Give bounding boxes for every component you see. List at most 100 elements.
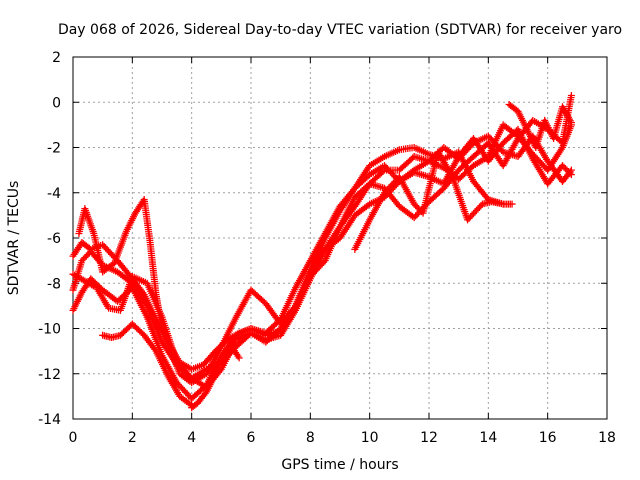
data-point <box>102 271 104 273</box>
y-tick-labels: -14 -12 -10 -8 -6 -4 -2 0 2 <box>38 50 61 428</box>
data-point <box>146 316 148 318</box>
data-point <box>220 368 222 370</box>
x-tick-labels: 0 2 4 6 8 10 12 14 16 18 <box>69 430 616 446</box>
data-point <box>324 248 326 250</box>
data-point <box>517 110 519 112</box>
data-point <box>502 203 504 205</box>
data-point <box>81 291 83 293</box>
data-point <box>443 183 445 185</box>
data-point <box>205 391 208 393</box>
data-point <box>214 373 216 375</box>
data-point <box>508 103 510 106</box>
data-point <box>232 348 234 350</box>
data-point <box>413 203 415 205</box>
data-point <box>131 287 133 289</box>
x-axis-label: GPS time / hours <box>281 457 398 473</box>
data-point <box>93 232 95 235</box>
series-track-9 <box>505 101 575 151</box>
data-point <box>472 180 475 183</box>
data-point <box>354 187 356 189</box>
data-point <box>149 241 151 244</box>
data-point <box>176 382 178 384</box>
data-point <box>324 260 326 262</box>
y-tick-label: -8 <box>47 276 61 292</box>
data-point <box>561 146 564 149</box>
data-point <box>413 146 415 149</box>
series-track-7 <box>188 345 243 412</box>
data-point <box>81 260 83 262</box>
data-point <box>487 142 489 144</box>
data-point <box>116 271 119 273</box>
data-point <box>502 124 504 126</box>
data-point <box>452 176 454 178</box>
data-point <box>78 232 80 235</box>
data-point <box>511 203 513 205</box>
x-tick-label: 12 <box>420 430 438 446</box>
data-point <box>84 207 86 210</box>
series-track-5 <box>75 91 575 387</box>
data-point <box>570 174 573 176</box>
data-point <box>561 165 564 167</box>
plot-frame <box>72 56 608 420</box>
data-point <box>309 260 311 262</box>
data-point <box>161 327 163 330</box>
data-point <box>294 305 297 307</box>
data-point <box>119 334 122 336</box>
data-point <box>383 169 386 171</box>
data-point <box>134 212 136 214</box>
data-point <box>250 289 252 291</box>
data-point <box>481 203 483 205</box>
data-point <box>131 275 133 278</box>
data-point <box>110 336 113 339</box>
data-point <box>487 160 489 162</box>
data-point <box>544 119 546 121</box>
x-tick-label: 6 <box>247 430 256 446</box>
data-point <box>72 289 74 291</box>
x-tick-label: 0 <box>69 430 78 446</box>
data-point <box>354 205 356 207</box>
data-point <box>108 307 110 309</box>
data-point <box>339 205 341 207</box>
data-point <box>517 155 519 158</box>
y-axis-label: SDTVAR / TECUs <box>6 181 22 296</box>
data-point <box>125 230 127 232</box>
data-point <box>487 135 489 137</box>
data-point <box>179 395 181 397</box>
data-point <box>428 153 430 155</box>
data-point <box>383 192 386 194</box>
data-point <box>280 327 282 330</box>
data-point <box>235 316 237 318</box>
data-point <box>116 300 119 302</box>
data-point <box>102 334 104 336</box>
data-point <box>197 402 199 404</box>
data-point <box>161 341 163 343</box>
data-point <box>466 219 469 221</box>
y-tick-label: -4 <box>47 186 61 202</box>
y-tick-label: -12 <box>38 367 61 383</box>
y-tick-label: -14 <box>38 412 61 428</box>
data-point <box>72 255 74 257</box>
data-point <box>339 226 341 228</box>
data-point <box>143 334 145 336</box>
data-point <box>383 165 386 167</box>
data-point <box>369 183 371 185</box>
x-tick-label: 14 <box>479 430 497 446</box>
data-point <box>535 146 537 149</box>
data-point <box>280 323 282 325</box>
data-point <box>90 250 92 253</box>
data-point <box>437 151 439 153</box>
data-point <box>570 94 573 97</box>
data-point <box>191 407 193 409</box>
data-point <box>398 176 400 178</box>
data-point <box>502 142 504 144</box>
data-point <box>398 169 400 171</box>
data-point <box>191 398 193 400</box>
data-point <box>458 178 460 180</box>
data-point <box>398 149 400 151</box>
x-tick-label: 18 <box>598 430 616 446</box>
data-point <box>413 217 415 219</box>
data-series <box>69 91 575 412</box>
data-point <box>413 169 415 171</box>
data-point <box>72 273 74 275</box>
